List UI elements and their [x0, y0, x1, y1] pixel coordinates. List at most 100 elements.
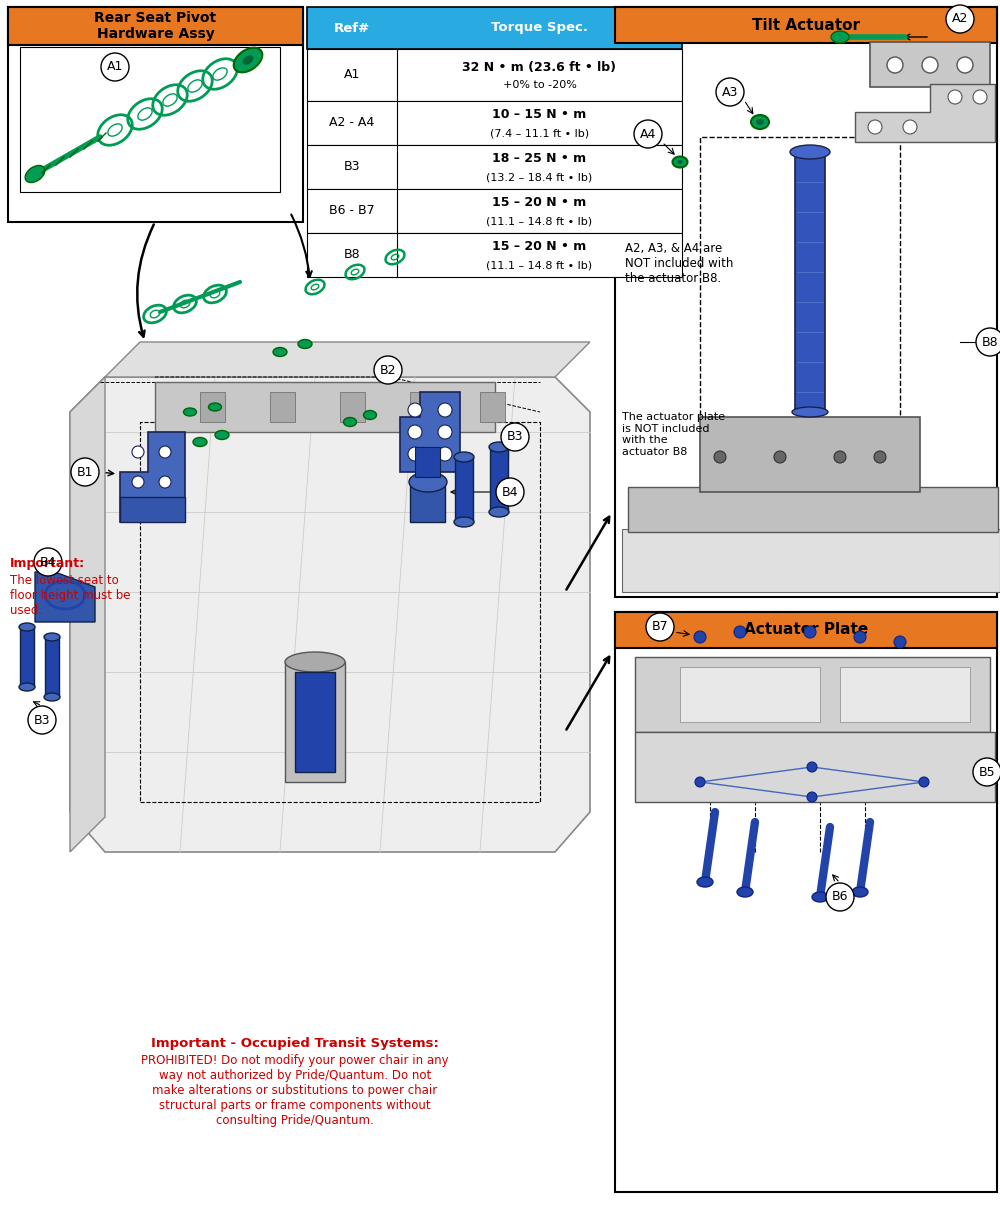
Text: Torque Spec.: Torque Spec.	[491, 21, 588, 34]
Bar	[840, 667, 970, 722]
Bar	[307, 7, 682, 49]
Polygon shape	[105, 342, 590, 377]
Ellipse shape	[756, 120, 764, 124]
Bar	[680, 667, 820, 722]
Polygon shape	[855, 84, 995, 142]
Text: B7: B7	[652, 621, 668, 633]
Polygon shape	[120, 432, 185, 522]
Circle shape	[973, 90, 987, 103]
Text: Important:: Important:	[10, 557, 85, 570]
Circle shape	[868, 120, 882, 134]
Text: (7.4 – 11.1 ft • lb): (7.4 – 11.1 ft • lb)	[490, 128, 589, 138]
Circle shape	[408, 447, 422, 461]
Circle shape	[501, 423, 529, 451]
Circle shape	[854, 631, 866, 643]
Circle shape	[774, 451, 786, 463]
Ellipse shape	[454, 517, 474, 527]
Circle shape	[946, 5, 974, 33]
Polygon shape	[635, 732, 995, 802]
Polygon shape	[35, 572, 95, 622]
Circle shape	[734, 626, 746, 638]
Ellipse shape	[751, 115, 769, 129]
Circle shape	[874, 451, 886, 463]
Bar	[795, 152, 825, 411]
Text: 15 – 20 N • m: 15 – 20 N • m	[492, 240, 587, 254]
Text: The lowest seat to
floor height must be
used.: The lowest seat to floor height must be …	[10, 574, 130, 617]
Ellipse shape	[44, 633, 60, 641]
Polygon shape	[410, 482, 445, 522]
Polygon shape	[635, 657, 990, 732]
Ellipse shape	[25, 165, 45, 182]
Circle shape	[903, 120, 917, 134]
Circle shape	[374, 356, 402, 384]
Bar	[307, 49, 682, 101]
Text: PROHIBITED! Do not modify your power chair in any
way not authorized by Pride/Qu: PROHIBITED! Do not modify your power cha…	[141, 1055, 449, 1127]
Text: Important - Occupied Transit Systems:: Important - Occupied Transit Systems:	[151, 1037, 439, 1050]
Bar	[415, 447, 440, 477]
Circle shape	[948, 90, 962, 103]
Text: B5: B5	[979, 765, 995, 779]
Text: Actuator Plate: Actuator Plate	[744, 622, 868, 637]
Bar	[615, 612, 997, 648]
Circle shape	[922, 57, 938, 73]
Circle shape	[71, 458, 99, 485]
Text: B6: B6	[832, 891, 848, 903]
Circle shape	[646, 614, 674, 641]
Circle shape	[28, 706, 56, 734]
Circle shape	[438, 447, 452, 461]
Text: +0% to -20%: +0% to -20%	[503, 80, 576, 90]
Ellipse shape	[234, 48, 262, 73]
Bar	[615, 7, 997, 598]
Bar	[307, 188, 682, 233]
Circle shape	[957, 57, 973, 73]
Text: A1: A1	[344, 69, 360, 81]
Text: B1: B1	[77, 466, 93, 478]
Ellipse shape	[489, 442, 509, 452]
Circle shape	[34, 548, 62, 577]
Ellipse shape	[409, 472, 447, 492]
Ellipse shape	[193, 437, 207, 446]
Ellipse shape	[792, 407, 828, 416]
Bar	[155, 382, 495, 432]
Circle shape	[496, 478, 524, 506]
Circle shape	[804, 626, 816, 638]
Ellipse shape	[697, 877, 713, 887]
Circle shape	[159, 476, 171, 488]
Circle shape	[807, 763, 817, 772]
Ellipse shape	[737, 887, 753, 897]
Ellipse shape	[489, 508, 509, 517]
Bar	[45, 637, 59, 697]
Ellipse shape	[812, 892, 828, 902]
Text: Ref#: Ref#	[334, 21, 370, 34]
Circle shape	[695, 777, 705, 787]
Ellipse shape	[454, 452, 474, 462]
Bar	[615, 7, 997, 43]
Text: B3: B3	[507, 430, 523, 444]
Circle shape	[132, 476, 144, 488]
Polygon shape	[70, 377, 105, 853]
Text: B3: B3	[344, 160, 360, 174]
Text: 18 – 25 N • m: 18 – 25 N • m	[492, 153, 587, 165]
Bar	[480, 392, 505, 423]
Bar	[270, 392, 295, 423]
Text: 15 – 20 N • m: 15 – 20 N • m	[492, 196, 587, 209]
Ellipse shape	[19, 683, 35, 691]
Ellipse shape	[208, 403, 222, 411]
Circle shape	[408, 403, 422, 416]
Ellipse shape	[243, 55, 253, 65]
Circle shape	[634, 120, 662, 148]
Polygon shape	[120, 496, 185, 522]
Text: B8: B8	[982, 335, 998, 349]
Polygon shape	[400, 392, 460, 472]
Circle shape	[826, 883, 854, 910]
Circle shape	[714, 451, 726, 463]
Circle shape	[834, 451, 846, 463]
Ellipse shape	[44, 692, 60, 701]
Bar	[285, 662, 345, 782]
Bar	[20, 627, 34, 687]
Text: A1: A1	[107, 60, 123, 74]
Text: (11.1 – 14.8 ft • lb): (11.1 – 14.8 ft • lb)	[486, 260, 593, 270]
Circle shape	[159, 446, 171, 458]
Bar	[8, 7, 303, 46]
Text: B6 - B7: B6 - B7	[329, 205, 375, 218]
